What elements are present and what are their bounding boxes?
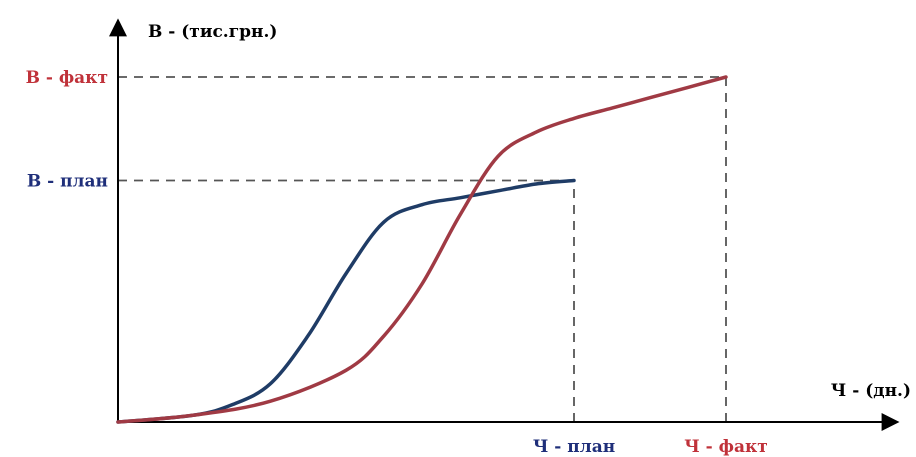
x-tick-label-1: Ч - план	[533, 437, 615, 457]
y-tick-label-1: В - факт	[26, 68, 108, 88]
x-axis-title: Ч - (дн.)	[831, 381, 911, 401]
series-line-1	[116, 178, 576, 424]
series-layer	[116, 75, 728, 424]
reference-lines	[118, 76, 727, 422]
tick-labels: В - факт В - план Ч - план Ч - факт	[26, 68, 768, 457]
y-axis-title: В - (тис.грн.)	[148, 22, 277, 42]
y-tick-label-2: В - план	[27, 172, 108, 192]
x-tick-label-2: Ч - факт	[684, 437, 768, 457]
series-line-2	[116, 75, 728, 424]
